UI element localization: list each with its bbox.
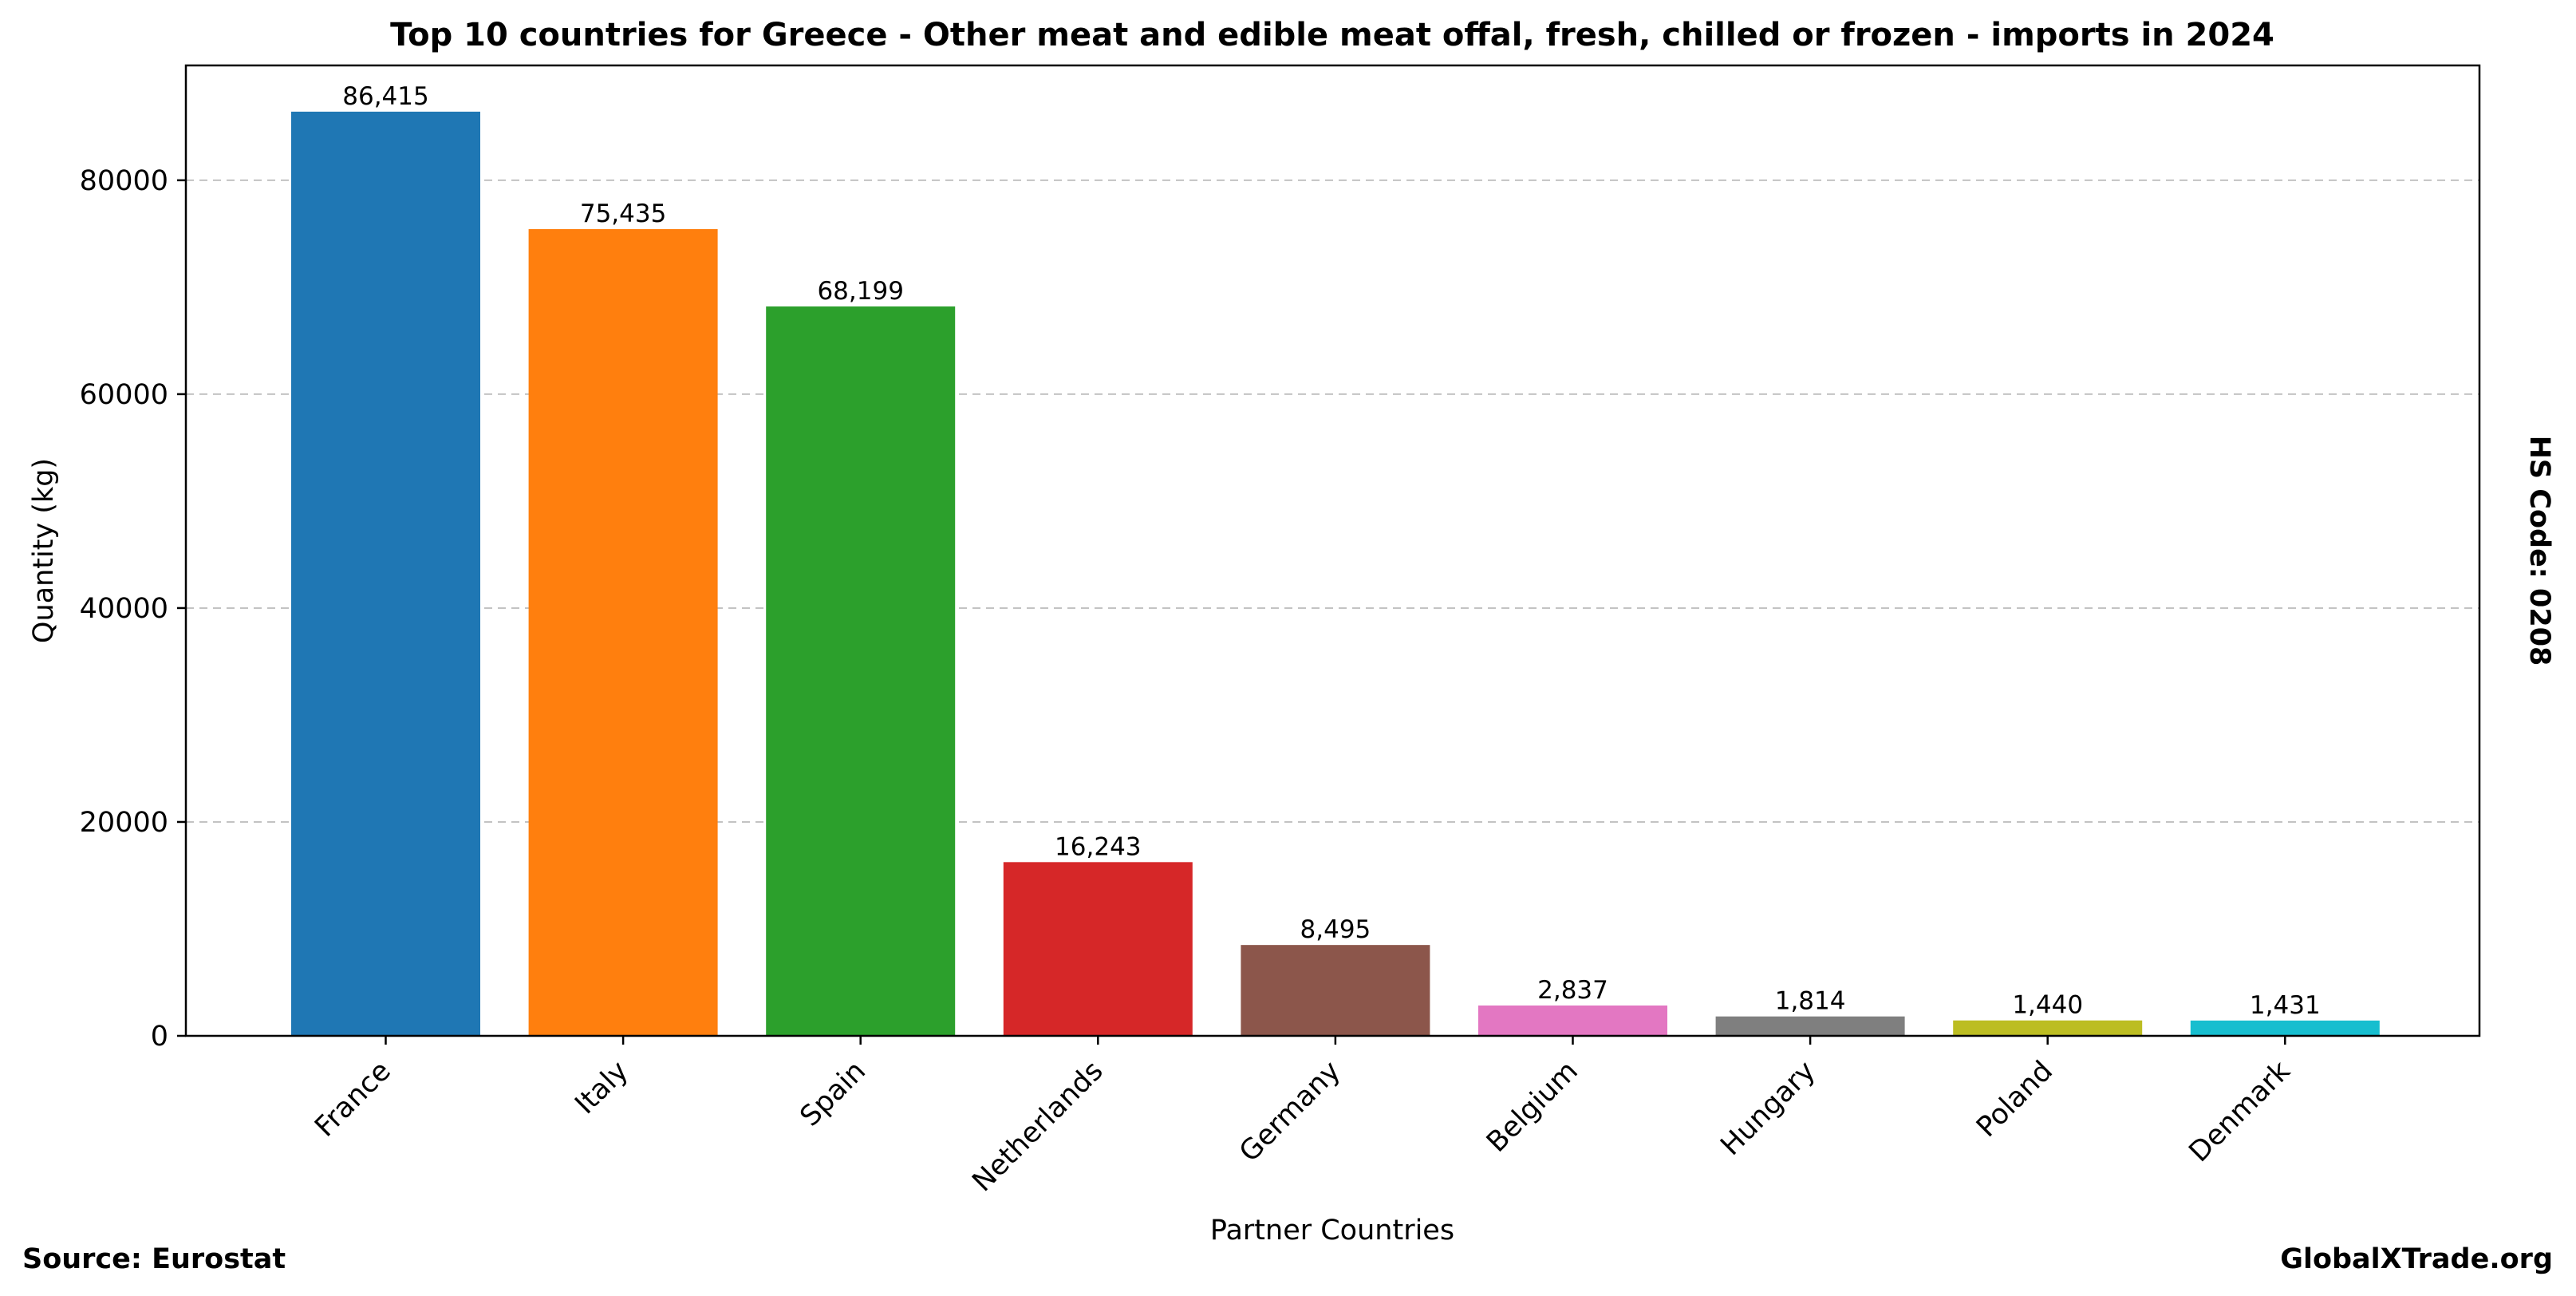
x-tick-label: France [309,1055,397,1144]
y-tick-label: 40000 [80,593,168,625]
chart-title: Top 10 countries for Greece - Other meat… [390,17,2274,53]
bar-value-label: 86,415 [342,82,428,111]
y-tick-label: 0 [151,1021,168,1053]
bar-value-label: 8,495 [1300,915,1371,944]
source-label: Source: Eurostat [22,1243,286,1275]
y-axis-label: Quantity (kg) [28,458,60,643]
bar-value-labels: 86,415 75,435 68,199 16,243 8,495 2,837 1,814 1… [342,82,2320,1020]
x-tick-label: Netherlands [967,1055,1110,1198]
bar-value-label: 2,837 [1537,976,1608,1005]
bar-hungary [1715,1016,1905,1036]
x-axis-label: Partner Countries [1210,1215,1454,1247]
bar-belgium [1478,1005,1667,1036]
bar-spain [766,306,956,1036]
x-axis-ticks: France Italy Spain Netherlands Germany Belgiu… [309,1036,2297,1198]
bar-italy [528,229,718,1036]
bar-netherlands [1003,862,1193,1036]
bar-value-label: 1,440 [2012,991,2083,1020]
x-tick-label: Germany [1233,1055,1347,1168]
hs-code-label: HS Code: 0208 [2523,436,2555,666]
bar-germany [1241,945,1430,1036]
y-tick-label: 80000 [80,165,168,197]
bar-denmark [2190,1020,2380,1036]
bar-value-label: 16,243 [1055,832,1141,861]
bar-france [291,111,480,1037]
bar-value-label: 75,435 [580,200,666,228]
bar-value-label: 1,431 [2250,991,2321,1020]
x-tick-label: Denmark [2183,1055,2298,1169]
y-tick-label: 20000 [80,807,168,839]
y-tick-label: 60000 [80,379,168,411]
x-tick-label: Poland [1970,1055,2059,1144]
bars [291,111,2380,1037]
y-axis-ticks: 0 20000 40000 60000 80000 [80,165,186,1053]
brand-label: GlobalXTrade.org [2280,1243,2553,1275]
x-tick-label: Italy [569,1055,634,1120]
x-tick-label: Spain [795,1055,872,1132]
bar-value-label: 1,814 [1775,987,1846,1016]
bar-poland [1953,1020,2143,1036]
plot-area-frame [184,64,2481,1037]
x-tick-label: Hungary [1715,1055,1822,1162]
bar-value-label: 68,199 [817,277,903,306]
x-tick-label: Belgium [1481,1055,1584,1159]
